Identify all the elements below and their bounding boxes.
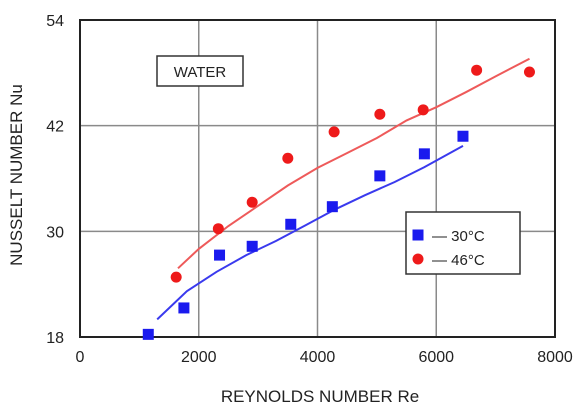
fit-line-46°C bbox=[177, 57, 530, 270]
circle-marker bbox=[246, 196, 258, 208]
grid-lines bbox=[80, 20, 555, 337]
x-tick-label: 0 bbox=[76, 349, 85, 366]
square-marker bbox=[457, 130, 469, 142]
legend: — 30°C — 46°C bbox=[405, 211, 521, 275]
square-marker bbox=[326, 201, 338, 213]
square-marker bbox=[246, 240, 258, 252]
x-tick-label: 8000 bbox=[537, 349, 573, 366]
y-axis-label: NUSSELT NUMBER Nu bbox=[7, 84, 26, 266]
fit-curves bbox=[156, 57, 530, 321]
water-annotation-box bbox=[156, 55, 244, 87]
legend-label: — 46°C bbox=[432, 252, 485, 269]
circle-marker bbox=[282, 152, 294, 164]
square-marker bbox=[178, 302, 190, 314]
circle-marker bbox=[417, 104, 429, 116]
plot-area-frame bbox=[79, 19, 556, 338]
circle-marker bbox=[523, 66, 535, 78]
legend-box bbox=[405, 211, 521, 275]
circle-marker bbox=[374, 108, 386, 120]
legend-circle-marker bbox=[412, 253, 424, 265]
square-marker bbox=[418, 148, 430, 160]
data-markers bbox=[142, 64, 535, 340]
legend-label: — 30°C bbox=[432, 228, 485, 245]
circle-marker bbox=[471, 64, 483, 76]
circle-marker bbox=[328, 126, 340, 138]
x-tick-label: 4000 bbox=[300, 349, 336, 366]
y-tick-label: 18 bbox=[46, 330, 64, 347]
water-annotation-text: WATER bbox=[174, 64, 227, 81]
y-tick-label: 42 bbox=[46, 119, 64, 136]
square-marker bbox=[142, 328, 154, 340]
circle-marker bbox=[170, 271, 182, 283]
square-marker bbox=[285, 218, 297, 230]
tick-labels: 0 2000 4000 6000 8000 18 30 42 54 bbox=[46, 13, 573, 366]
y-tick-label: 30 bbox=[46, 224, 64, 241]
square-marker bbox=[374, 170, 386, 182]
y-tick-label: 54 bbox=[46, 13, 64, 30]
x-tick-label: 6000 bbox=[418, 349, 454, 366]
square-marker bbox=[214, 249, 226, 261]
legend-square-marker bbox=[412, 229, 424, 241]
x-tick-label: 2000 bbox=[181, 349, 217, 366]
fit-line-30°C bbox=[156, 145, 464, 321]
circle-marker bbox=[212, 223, 224, 235]
x-axis-label: REYNOLDS NUMBER Re bbox=[221, 387, 419, 406]
water-annotation: WATER bbox=[156, 55, 244, 87]
